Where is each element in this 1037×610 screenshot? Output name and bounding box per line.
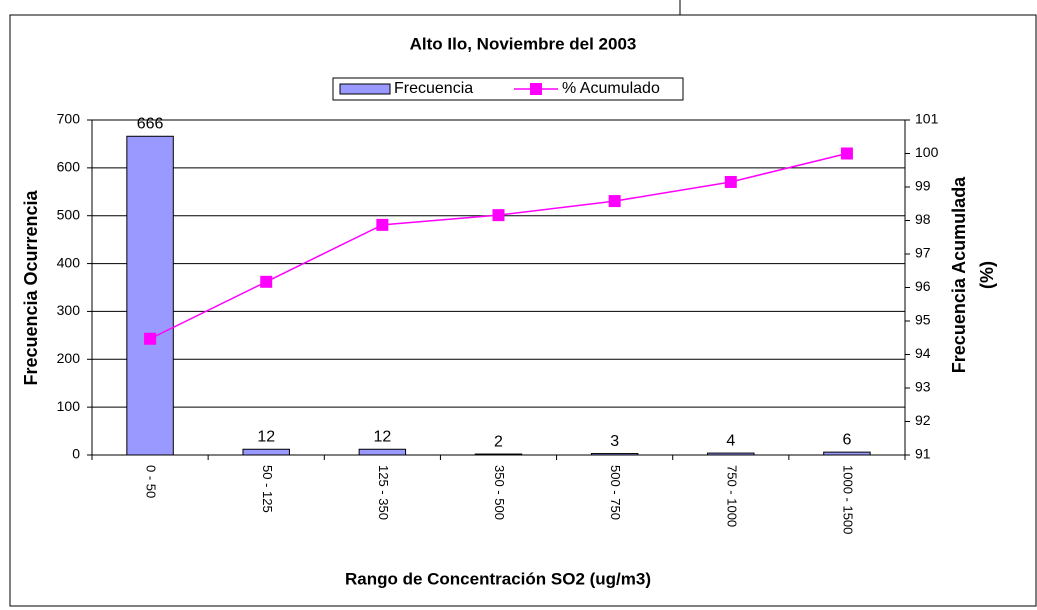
x-axis-label: Rango de Concentración SO2 (ug/m3) (345, 569, 651, 588)
legend-label: % Acumulado (562, 80, 660, 97)
y2-tick-label: 94 (915, 345, 931, 361)
bar (823, 451, 871, 456)
bar (358, 448, 407, 456)
data-label: 2 (494, 433, 503, 450)
line-marker (260, 275, 273, 288)
bar (242, 448, 290, 456)
data-label: 6 (842, 431, 851, 448)
data-label: 12 (373, 428, 391, 445)
legend-swatch (339, 83, 391, 95)
bar (474, 453, 523, 456)
y2-tick-label: 96 (915, 278, 931, 294)
y2-tick-label: 98 (915, 211, 931, 227)
y-tick-label: 200 (57, 350, 81, 366)
data-label: 3 (610, 433, 619, 450)
x-tick-label: 125 - 350 (376, 465, 391, 520)
x-tick-label: 1000 - 1500 (840, 465, 855, 534)
x-tick-label: 50 - 125 (260, 465, 275, 513)
y-tick-label: 300 (57, 302, 81, 318)
bar (707, 452, 755, 456)
y-tick-label: 100 (57, 398, 81, 414)
y-tick-label: 600 (57, 159, 81, 175)
data-label: 4 (726, 432, 735, 449)
y-axis-label: Frecuencia Ocurrencia (21, 189, 41, 385)
legend-label: Frecuencia (394, 80, 473, 97)
line-marker (144, 332, 157, 345)
legend-marker (530, 83, 542, 95)
bar (126, 135, 174, 456)
line-marker (492, 209, 505, 222)
y-tick-label: 500 (57, 206, 81, 222)
y2-tick-label: 100 (915, 144, 939, 160)
y2-tick-label: 92 (915, 412, 931, 428)
chart-frame (9, 14, 1037, 607)
y2-tick-label: 95 (915, 312, 931, 328)
line-marker (376, 218, 389, 231)
data-label: 666 (137, 115, 164, 132)
y2-axis-label: Frecuencia Acumulada (949, 176, 969, 373)
x-tick-label: 0 - 50 (144, 465, 159, 498)
y2-tick-label: 91 (915, 446, 931, 462)
y-tick-label: 400 (57, 254, 81, 270)
x-tick-label: 350 - 500 (492, 465, 507, 520)
y2-tick-label: 99 (915, 178, 931, 194)
x-tick-label: 750 - 1000 (724, 465, 739, 527)
x-tick-label: 500 - 750 (608, 465, 623, 520)
y-tick-label: 700 (57, 111, 81, 127)
y2-tick-label: 101 (915, 111, 939, 127)
line-marker (608, 195, 621, 208)
data-label: 12 (257, 428, 275, 445)
chart-title: Alto Ilo, Noviembre del 2003 (410, 34, 637, 53)
legend-box (332, 77, 684, 101)
y2-tick-label: 93 (915, 379, 931, 395)
line-marker (840, 147, 853, 160)
y2-axis-label: (%) (977, 261, 997, 289)
line-marker (724, 175, 737, 188)
y-tick-label: 0 (72, 446, 80, 462)
y2-tick-label: 97 (915, 245, 931, 261)
bar (590, 453, 639, 456)
